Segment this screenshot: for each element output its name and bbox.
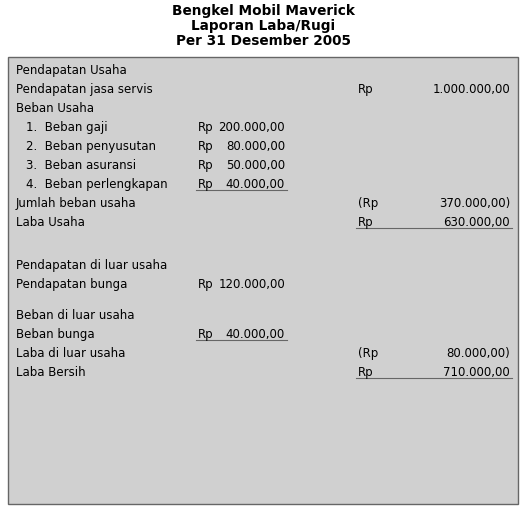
Text: Rp: Rp (198, 140, 214, 153)
Text: Rp: Rp (358, 366, 373, 379)
Text: 2.  Beban penyusutan: 2. Beban penyusutan (26, 140, 156, 153)
Text: 1.000.000,00: 1.000.000,00 (432, 83, 510, 96)
Text: 80.000,00): 80.000,00) (446, 347, 510, 360)
Text: Rp: Rp (198, 328, 214, 341)
Text: Laba di luar usaha: Laba di luar usaha (16, 347, 125, 360)
Text: 3.  Beban asuransi: 3. Beban asuransi (26, 159, 136, 172)
Text: Bengkel Mobil Maverick: Bengkel Mobil Maverick (171, 4, 355, 18)
Text: 50.000,00: 50.000,00 (226, 159, 285, 172)
Text: 1.  Beban gaji: 1. Beban gaji (26, 121, 108, 134)
Text: Per 31 Desember 2005: Per 31 Desember 2005 (176, 34, 350, 48)
Text: Laba Bersih: Laba Bersih (16, 366, 86, 379)
Text: 40.000,00: 40.000,00 (226, 328, 285, 341)
Text: Rp: Rp (198, 178, 214, 191)
Text: Jumlah beban usaha: Jumlah beban usaha (16, 197, 137, 210)
Text: Pendapatan jasa servis: Pendapatan jasa servis (16, 83, 153, 96)
Text: Rp: Rp (358, 216, 373, 229)
Text: 4.  Beban perlengkapan: 4. Beban perlengkapan (26, 178, 168, 191)
Text: Laba Usaha: Laba Usaha (16, 216, 85, 229)
Text: Beban di luar usaha: Beban di luar usaha (16, 309, 135, 322)
Text: Rp: Rp (198, 278, 214, 291)
Text: Rp: Rp (358, 83, 373, 96)
Text: Rp: Rp (198, 159, 214, 172)
Text: 630.000,00: 630.000,00 (443, 216, 510, 229)
Text: 200.000,00: 200.000,00 (218, 121, 285, 134)
Text: Pendapatan di luar usaha: Pendapatan di luar usaha (16, 259, 167, 272)
Text: Rp: Rp (198, 121, 214, 134)
Text: Beban Usaha: Beban Usaha (16, 102, 94, 115)
Text: 370.000,00): 370.000,00) (439, 197, 510, 210)
Bar (8, 57, 518, 504)
Text: Pendapatan Usaha: Pendapatan Usaha (16, 64, 127, 77)
Text: Laporan Laba/Rugi: Laporan Laba/Rugi (191, 19, 335, 33)
Text: (Rp: (Rp (358, 347, 378, 360)
Text: Beban bunga: Beban bunga (16, 328, 95, 341)
Text: 120.000,00: 120.000,00 (218, 278, 285, 291)
Text: 80.000,00: 80.000,00 (226, 140, 285, 153)
Text: (Rp: (Rp (358, 197, 378, 210)
Text: 40.000,00: 40.000,00 (226, 178, 285, 191)
Text: 710.000,00: 710.000,00 (443, 366, 510, 379)
Text: Pendapatan bunga: Pendapatan bunga (16, 278, 127, 291)
